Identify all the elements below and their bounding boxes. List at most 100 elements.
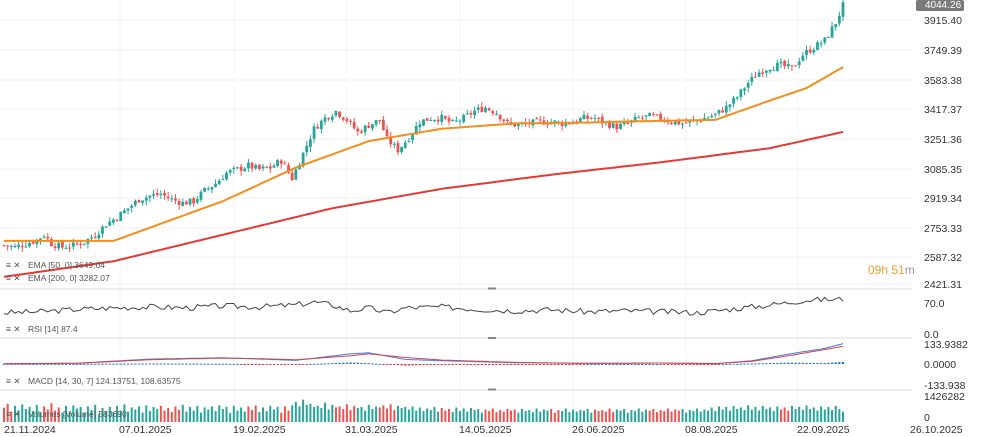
candle-up bbox=[374, 120, 378, 125]
volume-bar bbox=[732, 405, 735, 422]
last-price-tag bbox=[916, 0, 964, 11]
macd-hist-bar bbox=[156, 363, 159, 365]
candle-down bbox=[163, 192, 166, 196]
candle-up bbox=[516, 124, 520, 127]
candle-down bbox=[283, 163, 287, 165]
candle-up bbox=[462, 114, 466, 122]
candle-down bbox=[396, 143, 400, 153]
countdown-minutes: 51 bbox=[891, 263, 905, 277]
macd-hist-bar bbox=[819, 363, 823, 365]
legend-menu-icon[interactable]: ≡ ✕ bbox=[6, 409, 20, 419]
macd-hist-bar bbox=[422, 364, 425, 366]
ema200-legend: EMA [200, 0] 3282.07 bbox=[28, 273, 110, 283]
volume-bar bbox=[280, 412, 283, 422]
volume-bar bbox=[360, 406, 363, 422]
candle-down bbox=[367, 125, 371, 129]
macd-hist-bar bbox=[254, 364, 257, 365]
volume-bar bbox=[123, 404, 126, 422]
candle-down bbox=[155, 192, 159, 195]
volume-legend: Volumes [Volume] 583690 bbox=[28, 409, 127, 419]
candle-up bbox=[39, 238, 42, 241]
candle-up bbox=[228, 170, 232, 173]
legend-menu-icon[interactable]: ≡ ✕ bbox=[6, 260, 20, 270]
candle-up bbox=[681, 123, 684, 125]
pane-resize-handle[interactable] bbox=[488, 287, 496, 290]
macd-hist-bar bbox=[447, 364, 451, 365]
volume-bar bbox=[294, 401, 297, 422]
macd-hist-bar bbox=[714, 364, 717, 365]
macd-hist-bar bbox=[681, 364, 684, 365]
pane-resize-handle[interactable] bbox=[488, 337, 496, 339]
macd-hist-bar bbox=[280, 364, 283, 365]
macd-hist-bar bbox=[199, 363, 203, 365]
volume-bar bbox=[703, 409, 706, 422]
macd-hist-bar bbox=[393, 364, 396, 365]
date-tick: 19.02.2025 bbox=[233, 424, 286, 436]
price-axis[interactable]: 4044.26 3915.40 3749.39 3583.38 3417.37 … bbox=[916, 0, 968, 424]
macd-hist-bar bbox=[462, 364, 465, 365]
legend-menu-icon[interactable]: ≡ ✕ bbox=[6, 324, 20, 334]
date-tick: 26.10.2025 bbox=[910, 424, 963, 436]
candle-down bbox=[341, 117, 345, 120]
volume-bar bbox=[696, 408, 699, 422]
volume-bar bbox=[626, 412, 629, 422]
volume-bar bbox=[313, 406, 316, 422]
volume-bar bbox=[714, 411, 717, 422]
macd-hist-bar bbox=[622, 364, 626, 365]
volume-bar bbox=[473, 410, 476, 422]
macd-hist-bar bbox=[539, 364, 542, 365]
volume-bar bbox=[761, 405, 764, 422]
volume-bar bbox=[641, 411, 644, 422]
candle-up bbox=[750, 76, 754, 82]
price-tick: 2587.32 bbox=[924, 252, 962, 264]
macd-hist-bar bbox=[39, 363, 42, 365]
volume-bar bbox=[820, 406, 823, 422]
candle-up bbox=[578, 118, 582, 122]
volume-bar bbox=[444, 410, 447, 422]
volume-bar bbox=[345, 404, 348, 422]
legend-menu-icon[interactable]: ≡ ✕ bbox=[6, 376, 20, 386]
pane-resize-handle[interactable] bbox=[488, 388, 496, 391]
macd-hist-bar bbox=[272, 364, 276, 365]
macd-hist-bar bbox=[79, 363, 82, 365]
volume-bar bbox=[528, 410, 531, 422]
volume-bar bbox=[240, 407, 243, 422]
volume-bar bbox=[400, 407, 403, 422]
macd-hist-bar bbox=[644, 364, 648, 365]
volume-bar bbox=[320, 407, 323, 422]
candle-down bbox=[425, 118, 429, 121]
macd-hist-bar bbox=[611, 364, 615, 365]
candle-down bbox=[535, 118, 538, 120]
macd-hist-bar bbox=[382, 364, 385, 365]
macd-hist-bar bbox=[137, 363, 141, 365]
volume-bar bbox=[506, 409, 509, 422]
indicator-legend[interactable]: ≡ ✕ EMA [50, 0] 3649.04 ≡ ✕ EMA [200, 0]… bbox=[6, 260, 181, 419]
macd-hist-bar bbox=[480, 364, 484, 365]
candle-up bbox=[706, 117, 710, 119]
macd-hist-bar bbox=[68, 363, 71, 365]
volume-bar bbox=[119, 410, 122, 422]
candle-down bbox=[60, 241, 64, 248]
volume-bar bbox=[163, 410, 166, 422]
macd-hist-bar bbox=[258, 364, 261, 365]
macd-hist-bar bbox=[104, 363, 108, 365]
volume-bar bbox=[721, 409, 724, 422]
candle-down bbox=[349, 120, 352, 122]
macd-hist-bar bbox=[374, 363, 378, 365]
date-axis[interactable]: 21.11.2024 07.01.2025 19.02.2025 31.03.2… bbox=[4, 424, 963, 436]
volume-bar bbox=[728, 410, 731, 422]
volume-bar bbox=[21, 404, 24, 422]
macd-hist-bar bbox=[728, 363, 732, 365]
volume-bar bbox=[39, 412, 42, 422]
legend-menu-icon[interactable]: ≡ ✕ bbox=[6, 273, 20, 283]
macd-hist-bar bbox=[633, 364, 637, 365]
candle-down bbox=[655, 114, 659, 116]
macd-hist-bar bbox=[677, 364, 681, 365]
candle-up bbox=[757, 72, 761, 77]
volume-bar bbox=[765, 409, 768, 422]
macd-hist-bar bbox=[593, 364, 597, 365]
macd-hist-bar bbox=[648, 364, 651, 365]
candle-down bbox=[597, 117, 600, 119]
macd-hist-bar bbox=[112, 363, 115, 365]
